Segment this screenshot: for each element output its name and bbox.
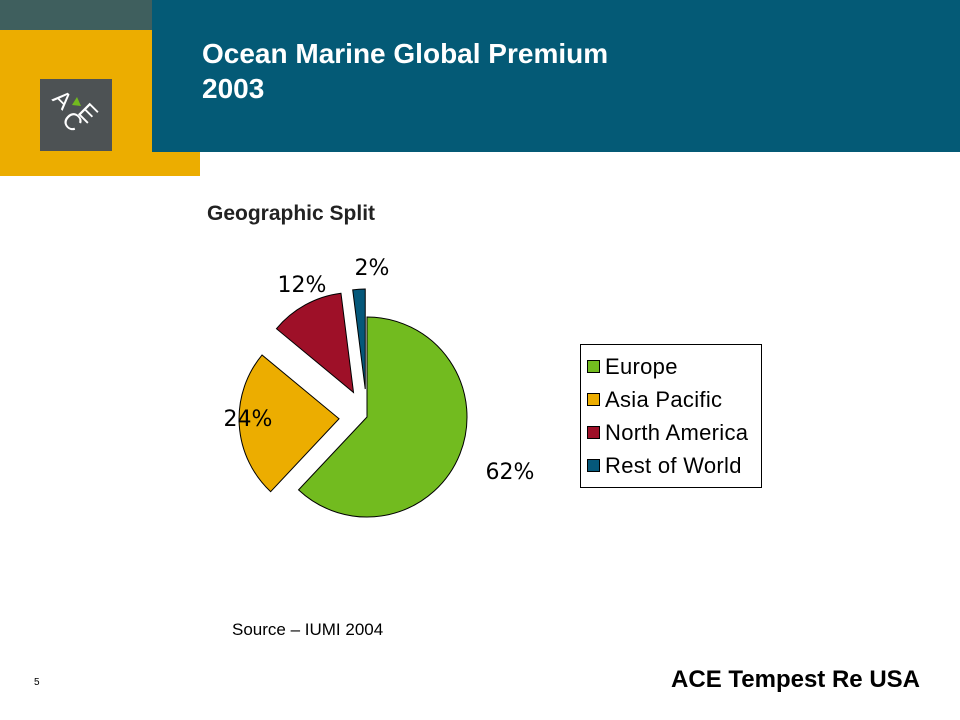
slide-title-line-1: Ocean Marine Global Premium <box>202 38 609 69</box>
data-label-rest-of-world: 2% <box>355 256 390 281</box>
data-label-north-america: 12% <box>278 273 327 298</box>
pie-slice-asia-pacific <box>238 354 340 493</box>
pie-chart: 62% 24% 12% 2% <box>210 245 560 545</box>
legend-item-rest-of-world: Rest of World <box>581 449 761 482</box>
ace-logo: A C E <box>40 79 112 151</box>
chart-legend: Europe Asia Pacific North America Rest o… <box>580 344 762 488</box>
legend-label-asia-pacific: Asia Pacific <box>605 386 723 412</box>
slide-title: Ocean Marine Global Premium 2003 <box>202 36 902 106</box>
legend-label-rest-of-world: Rest of World <box>605 452 742 478</box>
data-label-europe: 62% <box>486 460 535 485</box>
source-note: Source – IUMI 2004 <box>232 620 384 639</box>
pie-chart-svg: 62% 24% 12% 2% <box>224 256 535 518</box>
legend-swatch-europe <box>587 360 600 373</box>
page-number: 5 <box>34 677 40 688</box>
legend-label-north-america: North America <box>605 419 749 445</box>
ace-logo-graphic: A C E <box>47 85 103 138</box>
legend-swatch-north-america <box>587 426 600 439</box>
header-band-extension <box>152 0 200 152</box>
legend-swatch-asia-pacific <box>587 393 600 406</box>
legend-item-asia-pacific: Asia Pacific <box>581 383 761 416</box>
legend-swatch-rest-of-world <box>587 459 600 472</box>
chart-title: Geographic Split <box>207 202 376 225</box>
pie-slice-north-america <box>275 292 355 394</box>
slide-title-line-2: 2003 <box>202 73 265 104</box>
legend-label-europe: Europe <box>605 353 678 379</box>
pie-slice-europe <box>297 316 468 518</box>
header-accent-strip <box>0 0 152 30</box>
pie-slice-rest-of-world <box>352 288 366 390</box>
legend-item-north-america: North America <box>581 416 761 449</box>
footer-brand: ACE Tempest Re USA <box>671 666 920 693</box>
data-label-asia-pacific: 24% <box>224 407 273 432</box>
legend-item-europe: Europe <box>581 350 761 383</box>
